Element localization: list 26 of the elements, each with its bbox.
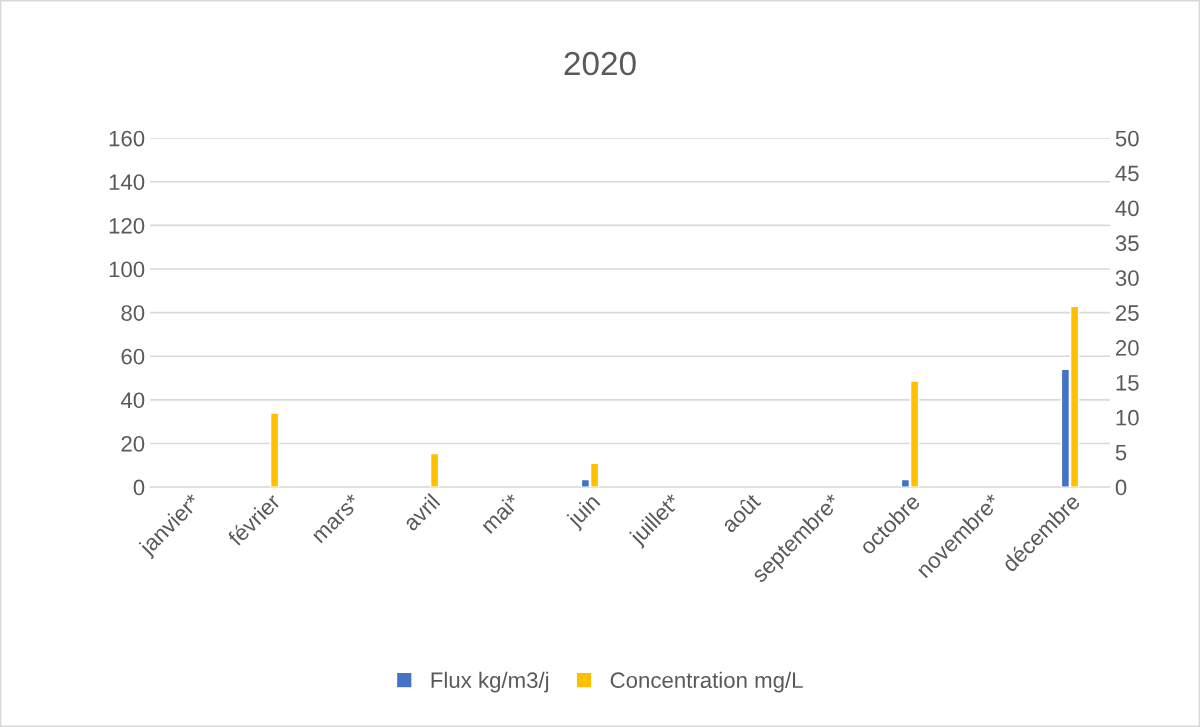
bar — [269, 412, 280, 488]
y-tick-label: 140 — [109, 174, 145, 191]
y2-tick-label: 30 — [1115, 270, 1139, 286]
y-tick-label: 20 — [121, 436, 145, 452]
chart-title: 2020 — [564, 51, 636, 76]
y2-tick-label: 0 — [1115, 479, 1127, 496]
y-tick-label: 0 — [133, 479, 145, 496]
bar — [429, 452, 440, 488]
y2-tick-label: 40 — [1115, 200, 1139, 217]
y2-tick-label: 5 — [1115, 444, 1127, 461]
y-tick-label: 40 — [120, 392, 145, 409]
y2-tick-label: 25 — [1115, 305, 1139, 321]
x-tick-label: juin — [565, 492, 604, 532]
legend-label: Flux kg/m3/j — [431, 671, 549, 693]
y2-tick-label: 10 — [1116, 409, 1139, 426]
y-tick-label: 100 — [109, 261, 145, 278]
y-tick-label: 120 — [109, 217, 145, 234]
y2-tick-label: 45 — [1115, 165, 1139, 182]
legend-label: Concentration mg/L — [610, 671, 803, 693]
y2-tick-label: 50 — [1115, 130, 1139, 147]
y-tick-label: 80 — [121, 305, 145, 321]
y2-tick-label: 35 — [1115, 235, 1139, 252]
y2-tick-label: 15 — [1116, 375, 1139, 391]
y-tick-label: 160 — [109, 130, 145, 147]
y2-tick-label: 20 — [1115, 340, 1139, 356]
y-tick-label: 60 — [121, 348, 145, 365]
